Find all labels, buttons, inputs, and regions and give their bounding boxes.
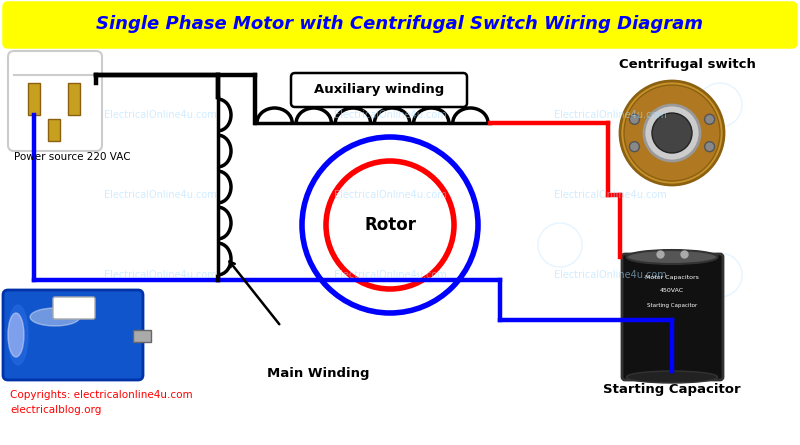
FancyBboxPatch shape [291,73,467,107]
Text: ElectricalOnline4u.com: ElectricalOnline4u.com [554,190,666,200]
Circle shape [652,113,692,153]
Text: electricalblog.org: electricalblog.org [10,405,102,415]
Text: Copyrights: electricalonline4u.com: Copyrights: electricalonline4u.com [10,390,193,400]
FancyBboxPatch shape [3,290,143,380]
Text: ElectricalOnline4u.com: ElectricalOnline4u.com [554,110,666,120]
FancyBboxPatch shape [622,254,723,380]
Text: ElectricalOnline4u.com: ElectricalOnline4u.com [334,270,446,280]
Text: ElectricalOnline4u.com: ElectricalOnline4u.com [104,190,216,200]
Ellipse shape [626,250,718,264]
Bar [48,119,60,141]
Ellipse shape [8,305,28,365]
Ellipse shape [30,308,80,326]
Circle shape [705,114,714,124]
Circle shape [630,142,639,152]
Circle shape [644,105,700,161]
Circle shape [630,114,639,124]
Text: Power source 220 VAC: Power source 220 VAC [14,152,130,162]
FancyBboxPatch shape [8,51,102,151]
Text: ElectricalOnline4u.com: ElectricalOnline4u.com [554,270,666,280]
Text: ElectricalOnline4u.com: ElectricalOnline4u.com [334,110,446,120]
Circle shape [705,142,714,152]
Text: Main Winding: Main Winding [230,261,370,380]
Text: ElectricalOnline4u.com: ElectricalOnline4u.com [104,110,216,120]
Text: Starting Capacitor: Starting Capacitor [603,383,741,396]
Circle shape [624,85,720,181]
Text: 450VAC: 450VAC [660,287,684,292]
Text: Starting Capacitor: Starting Capacitor [647,303,697,307]
Text: Auxiliary winding: Auxiliary winding [314,82,444,96]
Text: Motor Capacitors: Motor Capacitors [645,275,699,279]
Text: Rotor: Rotor [364,216,416,234]
Text: ElectricalOnline4u.com: ElectricalOnline4u.com [334,190,446,200]
Text: Single Phase Motor with Centrifugal Switch Wiring Diagram: Single Phase Motor with Centrifugal Swit… [97,15,703,33]
Text: ElectricalOnline4u.com: ElectricalOnline4u.com [104,270,216,280]
FancyBboxPatch shape [53,297,95,319]
FancyBboxPatch shape [4,3,796,47]
Circle shape [620,81,724,185]
Ellipse shape [626,371,718,383]
Text: Centrifugal switch: Centrifugal switch [618,58,755,71]
Bar [133,330,151,342]
Ellipse shape [8,313,24,357]
Bar [28,83,40,115]
Bar [68,83,80,115]
